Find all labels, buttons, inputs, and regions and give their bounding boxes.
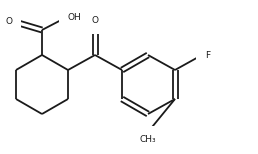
Text: OH: OH (68, 14, 82, 22)
Text: O: O (92, 16, 99, 25)
Text: O: O (5, 18, 12, 26)
Text: F: F (205, 51, 210, 59)
Text: CH₃: CH₃ (140, 135, 156, 144)
